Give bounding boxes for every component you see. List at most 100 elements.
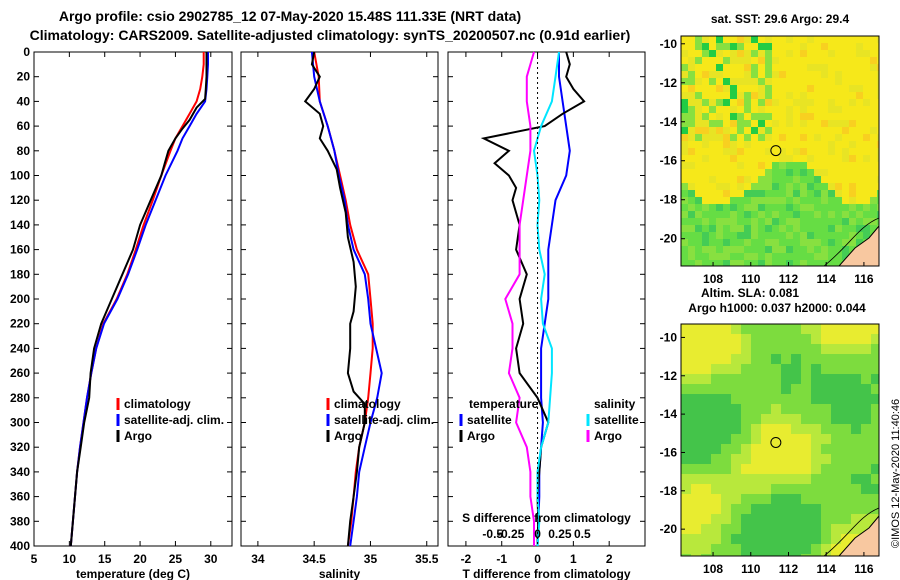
sst_map-cell	[716, 211, 723, 218]
sla_map-cell	[741, 394, 751, 404]
sst_map-cell	[688, 190, 695, 197]
sst_map-cell	[821, 113, 828, 120]
sst_map-cell	[793, 57, 800, 64]
sst_map-cell	[835, 176, 842, 183]
sst_map-cell	[723, 218, 730, 225]
sla_map-cell	[741, 554, 751, 556]
sla_map-cell	[791, 394, 801, 404]
sst_map-cell	[744, 148, 751, 155]
sst_map-cell	[772, 99, 779, 106]
sst_map-cell	[870, 162, 877, 169]
sst_map-cell	[842, 141, 849, 148]
sla_map-cell	[701, 374, 711, 384]
sst_map-cell	[800, 246, 807, 253]
sst_map-cell	[863, 183, 870, 190]
sst_map-cell	[856, 204, 863, 211]
sst_map-cell	[793, 78, 800, 85]
sla_map-cell	[811, 504, 821, 514]
sst_map-cell	[835, 211, 842, 218]
sla_map-cell	[791, 554, 801, 556]
sst_map-cell	[681, 183, 688, 190]
sst_map-cell	[856, 183, 863, 190]
sst_map-cell	[744, 162, 751, 169]
sla_map-cell	[851, 404, 861, 414]
sla_map-cell	[721, 454, 731, 464]
sst_map-cell	[786, 127, 793, 134]
sla_map-cell	[731, 544, 741, 554]
sst_map-xtick-label: 108	[703, 272, 723, 286]
salinity-xtick-label: 34.5	[302, 552, 326, 566]
sst_map-cell	[863, 155, 870, 162]
sst_map-cell	[842, 134, 849, 141]
sst_map-cell	[786, 99, 793, 106]
sst_map-cell	[863, 169, 870, 176]
sst_map-cell	[723, 57, 730, 64]
sst_map-cell	[856, 232, 863, 239]
sst_map-cell	[695, 239, 702, 246]
sla_map-cell	[871, 444, 879, 454]
sst_map-cell	[695, 106, 702, 113]
sst_map-cell	[709, 176, 716, 183]
sst_map-cell	[695, 57, 702, 64]
sla_map-cell	[851, 374, 861, 384]
sst_map-cell	[681, 120, 688, 127]
sla_map-cell	[731, 334, 741, 344]
sst_map-cell	[765, 204, 772, 211]
sst_map-cell	[800, 71, 807, 78]
sst_map-cell	[709, 253, 716, 260]
sst_map-cell	[744, 246, 751, 253]
sst_map-cell	[877, 155, 879, 162]
sst_map-cell	[814, 71, 821, 78]
sst_map-cell	[765, 162, 772, 169]
sst_map-cell	[681, 99, 688, 106]
sst_map-cell	[807, 36, 814, 43]
sla_map-cell	[781, 534, 791, 544]
sst_map-cell	[765, 43, 772, 50]
sst_map-cell	[709, 155, 716, 162]
sst_map-cell	[681, 218, 688, 225]
sst_map-cell	[786, 120, 793, 127]
depth-tick-label: 220	[10, 317, 30, 331]
sst_map-cell	[702, 57, 709, 64]
sst_map-cell	[786, 190, 793, 197]
sst_map-cell	[688, 148, 695, 155]
temperature-xtick-label: 30	[204, 552, 218, 566]
depth-tick-label: 260	[10, 366, 30, 380]
sla_map-cell	[691, 484, 701, 494]
sst_map-cell	[702, 71, 709, 78]
sst_map-cell	[716, 246, 723, 253]
sst_map-cell	[751, 176, 758, 183]
sst_map-cell	[751, 134, 758, 141]
salinity-xtick-label: 35.5	[415, 552, 439, 566]
sst_map-cell	[821, 190, 828, 197]
sla_map-cell	[861, 524, 871, 534]
sst_map-cell	[723, 92, 730, 99]
sst_map-cell	[821, 78, 828, 85]
sst_map-cell	[688, 85, 695, 92]
sla_map-cell	[871, 324, 879, 334]
sla_map-cell	[821, 364, 831, 374]
sst_map-cell	[723, 71, 730, 78]
sla_map-cell	[791, 454, 801, 464]
sla_map-cell	[771, 324, 781, 334]
sla_map-cell	[721, 474, 731, 484]
sla_map-cell	[861, 454, 871, 464]
sst_map-cell	[751, 253, 758, 260]
sla_map-cell	[831, 404, 841, 414]
sst_map-cell	[779, 36, 786, 43]
sst_map-cell	[681, 64, 688, 71]
sst_map-cell	[751, 239, 758, 246]
sst_map-cell	[716, 134, 723, 141]
sla_map-cell	[871, 344, 879, 354]
sst_map-cell	[751, 232, 758, 239]
sst_map-cell	[786, 64, 793, 71]
sla_map-cell	[771, 524, 781, 534]
sst_map-cell	[807, 71, 814, 78]
sst_map-cell	[835, 183, 842, 190]
sst_map-cell	[842, 92, 849, 99]
sst_map-cell	[737, 120, 744, 127]
sst_map-cell	[779, 141, 786, 148]
sst_map-cell	[730, 134, 737, 141]
sst_map-cell	[814, 36, 821, 43]
sst_map-cell	[744, 99, 751, 106]
